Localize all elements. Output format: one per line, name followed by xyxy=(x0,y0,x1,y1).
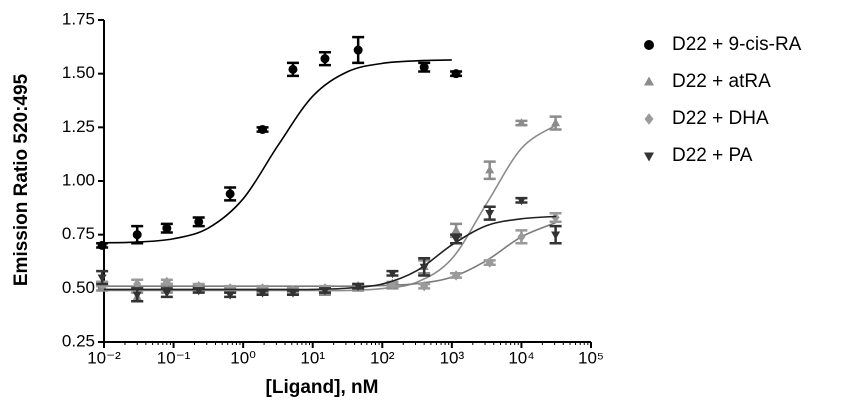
marker xyxy=(644,76,654,86)
marker xyxy=(419,263,429,272)
marker xyxy=(485,210,495,219)
x-tick-label: 10⁵ xyxy=(578,348,604,367)
marker xyxy=(451,235,461,244)
marker xyxy=(517,231,526,242)
x-tick-label: 10⁻² xyxy=(87,348,121,367)
marker xyxy=(162,223,172,233)
y-tick-label: 0.75 xyxy=(62,224,95,243)
marker xyxy=(451,69,461,79)
y-tick-label: 0.25 xyxy=(62,331,95,350)
marker xyxy=(551,212,560,223)
marker xyxy=(225,189,235,199)
x-tick-label: 10⁴ xyxy=(508,348,534,367)
marker xyxy=(485,257,494,268)
marker xyxy=(353,283,363,292)
marker xyxy=(353,45,363,55)
marker xyxy=(97,240,107,250)
x-tick-label: 10³ xyxy=(440,348,465,367)
legend-label: D22 + 9-cis-RA xyxy=(672,34,802,55)
marker xyxy=(258,289,268,298)
marker xyxy=(551,118,561,127)
x-tick-label: 10² xyxy=(370,348,395,367)
marker xyxy=(551,231,561,240)
marker xyxy=(320,54,330,64)
marker xyxy=(97,274,107,283)
y-tick-label: 1.75 xyxy=(62,9,95,28)
marker xyxy=(133,278,142,290)
marker xyxy=(516,118,526,127)
marker xyxy=(388,278,397,290)
legend-label: D22 + atRA xyxy=(672,71,771,92)
marker xyxy=(452,270,461,281)
y-tick-label: 0.50 xyxy=(62,278,95,297)
marker xyxy=(644,113,654,125)
marker xyxy=(485,165,495,174)
marker xyxy=(387,270,397,279)
marker xyxy=(194,287,204,296)
legend-label: D22 + DHA xyxy=(672,108,769,129)
marker xyxy=(162,276,171,288)
marker xyxy=(288,289,298,298)
marker xyxy=(132,291,142,300)
marker xyxy=(451,225,461,234)
marker xyxy=(644,40,654,50)
marker xyxy=(132,230,142,240)
x-axis-title: [Ligand], nM xyxy=(266,377,379,398)
marker xyxy=(420,281,429,292)
marker xyxy=(516,197,526,206)
y-axis-title: Emission Ratio 520:495 xyxy=(11,73,32,286)
x-tick-label: 10⁻¹ xyxy=(157,348,191,367)
marker xyxy=(320,287,330,296)
y-tick-label: 1.50 xyxy=(62,63,95,82)
fit-curve xyxy=(103,124,557,292)
y-tick-label: 1.00 xyxy=(62,170,95,189)
marker xyxy=(288,64,298,74)
legend-label: D22 + PA xyxy=(672,145,753,166)
marker xyxy=(644,152,654,162)
x-tick-label: 10¹ xyxy=(300,348,325,367)
marker xyxy=(419,62,429,72)
fit-curve xyxy=(103,59,452,244)
marker xyxy=(225,291,235,300)
marker xyxy=(226,283,235,294)
marker xyxy=(194,217,204,227)
marker xyxy=(194,281,203,292)
marker xyxy=(258,124,268,134)
y-tick-label: 1.25 xyxy=(62,117,95,136)
marker xyxy=(162,289,172,298)
x-tick-label: 10⁰ xyxy=(230,348,256,367)
